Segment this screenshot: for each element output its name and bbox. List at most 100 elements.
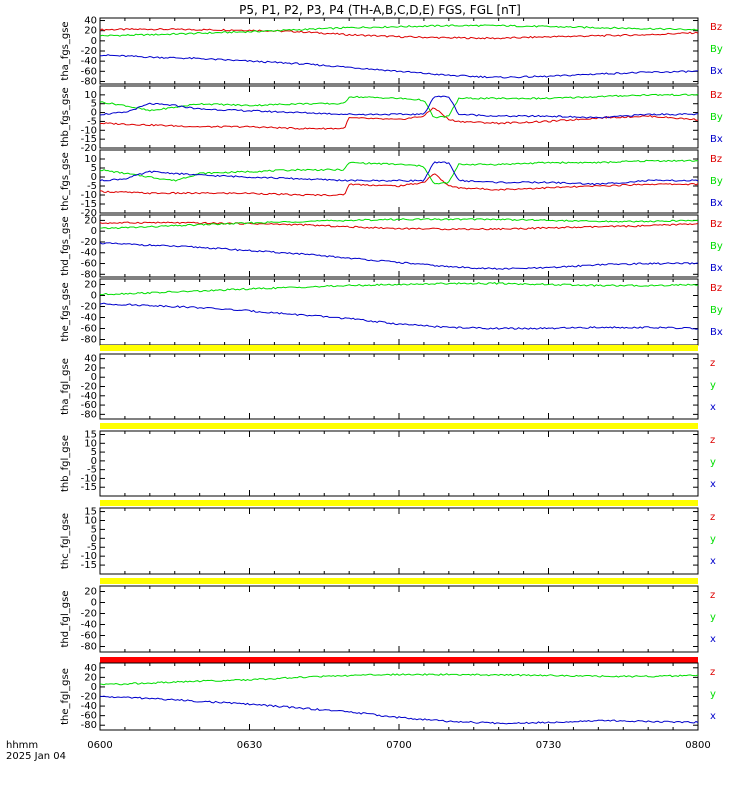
panel-frame: [99, 585, 699, 653]
series-line-By: [99, 218, 699, 230]
y-tick-label: -60: [81, 400, 97, 411]
y-axis-label: the_fgl_gse: [60, 668, 71, 725]
y-tick-label: -10: [81, 473, 97, 484]
y-axis-label: thd_fgl_gse: [60, 591, 71, 648]
footer-hhmm: hhmm: [6, 740, 38, 751]
y-tick-label: -15: [81, 560, 97, 571]
y-tick-label: -40: [81, 313, 97, 324]
y-tick-label: 5: [91, 447, 97, 458]
x-tick-label: 0600: [87, 740, 112, 751]
y-tick-label: 40: [84, 354, 97, 365]
time-axis: 0600 0630 0700 0730 0800: [87, 740, 710, 751]
y-axis-label: thb_fgs_gse: [60, 87, 71, 146]
x-tick-label: 0630: [237, 740, 262, 751]
legend-By: By: [710, 112, 723, 123]
series-line-Bx: [100, 54, 698, 79]
y-tick-label: -5: [87, 465, 97, 476]
y-tick-label: -40: [81, 391, 97, 402]
flag-bar: [100, 657, 698, 663]
flag-bar: [100, 578, 698, 584]
y-tick-label: 0: [91, 291, 97, 302]
y-tick-label: 5: [91, 524, 97, 535]
y-tick-label: -80: [81, 76, 97, 87]
y-tick-label: 5: [91, 163, 97, 174]
y-tick-label: -20: [81, 382, 97, 393]
legend-x: x: [710, 402, 716, 413]
y-tick-label: 0: [91, 456, 97, 467]
legend-By: By: [710, 305, 723, 316]
y-tick-label: -10: [81, 125, 97, 136]
plot-title: P5, P1, P2, P3, P4 (TH-A,B,C,D,E) FGS, F…: [239, 3, 521, 17]
y-tick-label: -10: [81, 551, 97, 562]
series-line-By: [99, 159, 699, 185]
y-tick-label: -80: [81, 409, 97, 420]
y-tick-label: 20: [84, 587, 97, 598]
y-tick-label: 20: [84, 215, 97, 226]
y-tick-label: 10: [84, 515, 97, 526]
legend-y: y: [710, 380, 716, 391]
y-tick-label: 40: [84, 16, 97, 27]
legend-y: y: [710, 457, 716, 468]
y-tick-label: -80: [81, 269, 97, 280]
legend-z: z: [710, 590, 715, 601]
y-tick-label: -20: [81, 143, 97, 154]
y-tick-label: -5: [87, 542, 97, 553]
y-axis-label: thc_fgs_gse: [60, 152, 71, 211]
legend-z: z: [710, 435, 715, 446]
series-line-Bz: [99, 173, 699, 197]
y-tick-label: 40: [84, 663, 97, 674]
footer-date: 2025 Jan 04: [6, 751, 66, 762]
y-tick-label: 5: [91, 99, 97, 110]
panel-thd_fgl_gse: 200-20-40-60-80 thd_fgl_gse zyx: [60, 578, 716, 653]
legend-By: By: [710, 176, 723, 187]
y-axis-label: the_fgs_gse: [60, 282, 71, 341]
series-line-y: [99, 673, 699, 686]
y-tick-label: -5: [87, 116, 97, 127]
legend-Bx: Bx: [710, 198, 723, 209]
legend-x: x: [710, 711, 716, 722]
x-tick-label: 0800: [685, 740, 710, 751]
y-tick-label: -40: [81, 620, 97, 631]
legend-Bz: Bz: [710, 90, 722, 101]
y-tick-label: 20: [84, 26, 97, 37]
legend-Bz: Bz: [710, 283, 722, 294]
legend-z: z: [710, 358, 715, 369]
y-tick-label: -20: [81, 46, 97, 57]
y-axis-label: tha_fgs_gse: [60, 21, 71, 80]
panel-frame: [99, 149, 699, 214]
legend-Bx: Bx: [710, 263, 723, 274]
y-tick-label: 15: [84, 430, 97, 441]
legend-Bz: Bz: [710, 219, 722, 230]
y-tick-label: -10: [81, 190, 97, 201]
y-tick-label: -15: [81, 482, 97, 493]
panel-frame: [99, 278, 699, 346]
y-tick-label: -80: [81, 720, 97, 731]
y-axis-label: tha_fgl_gse: [60, 358, 71, 415]
y-axis-label: thd_fgs_gse: [60, 216, 71, 275]
y-tick-label: 20: [84, 672, 97, 683]
series-line-Bz: [99, 221, 699, 231]
series-line-Bx: [99, 302, 699, 330]
flag-bar: [100, 345, 698, 351]
y-tick-label: -60: [81, 711, 97, 722]
y-tick-label: -20: [81, 302, 97, 313]
series-line-Bz: [99, 107, 699, 130]
panel-frame: [99, 507, 699, 575]
y-tick-label: 0: [91, 172, 97, 183]
y-tick-label: 20: [84, 280, 97, 291]
series-line-Bx: [99, 161, 699, 186]
series-line-Bz: [99, 27, 699, 40]
y-tick-label: -20: [81, 237, 97, 248]
y-tick-label: 10: [84, 90, 97, 101]
flag-bar: [100, 500, 698, 506]
y-tick-label: -60: [81, 259, 97, 270]
series-line-By: [99, 24, 699, 37]
series-line-By: [99, 282, 699, 296]
legend-Bx: Bx: [710, 327, 723, 338]
